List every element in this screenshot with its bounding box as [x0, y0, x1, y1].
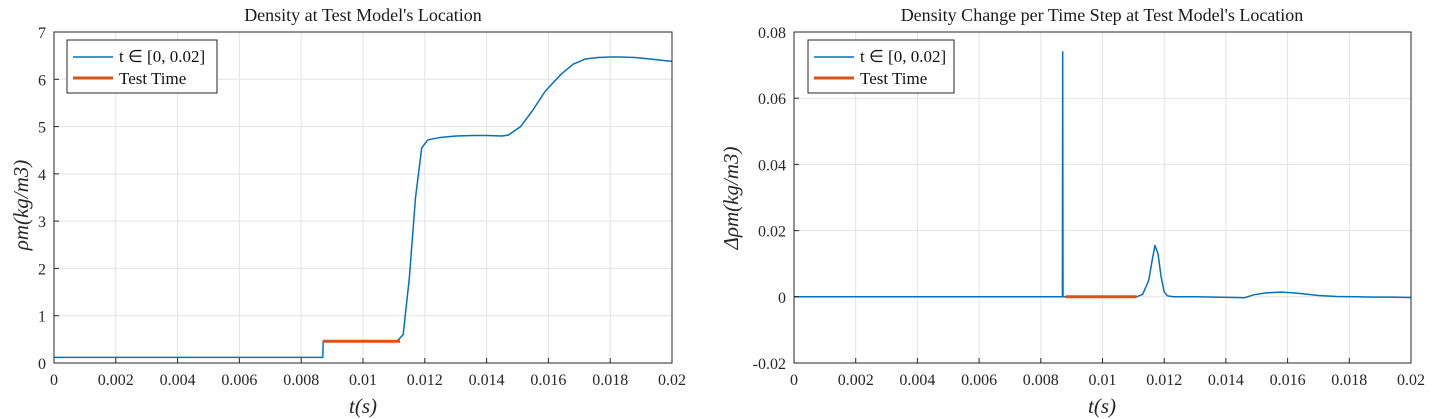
x-tick-label: 0.012 — [407, 372, 443, 389]
y-tick-label: 0.06 — [758, 91, 786, 108]
y-tick-label: 0.04 — [758, 157, 786, 174]
x-tick-label: 0 — [790, 372, 798, 389]
x-tick-label: 0.016 — [530, 372, 566, 389]
x-tick-label: 0.002 — [98, 372, 134, 389]
series-line-time-range — [54, 56, 673, 359]
x-tick-label: 0.018 — [1331, 372, 1367, 389]
y-tick-label: 3 — [38, 214, 46, 231]
y-axis-label: ρm(kg/m3) — [9, 160, 33, 252]
legend-label-series2: Test Time — [860, 69, 927, 88]
y-tick-label: 0 — [778, 290, 786, 307]
x-tick-label: 0.006 — [221, 372, 257, 389]
x-tick-label: 0.012 — [1146, 372, 1182, 389]
x-axis-label: t(s) — [349, 394, 377, 418]
x-tick-label: 0.002 — [838, 372, 874, 389]
x-tick-label: 0.014 — [469, 372, 505, 389]
x-tick-label: 0.016 — [1270, 372, 1306, 389]
x-tick-label: 0.008 — [1023, 372, 1059, 389]
density-chart: Density at Test Model's Location 0 0.002 0… — [9, 5, 686, 418]
x-tick-label: 0.014 — [1208, 372, 1244, 389]
y-tick-label: 0.08 — [758, 25, 786, 42]
legend-label-series2: Test Time — [119, 69, 186, 88]
density-change-chart: Density Change per Time Step at Test Mod… — [719, 5, 1425, 418]
y-tick-label: -0.02 — [753, 356, 786, 373]
y-tick-label: 6 — [38, 72, 46, 89]
y-tick-label: 7 — [38, 25, 46, 42]
x-tick-label: 0.004 — [899, 372, 935, 389]
y-tick-label: 0 — [38, 356, 46, 373]
y-tick-label: 0.02 — [758, 224, 786, 241]
legend: t ∈ [0, 0.02] Test Time — [66, 39, 218, 94]
series-line-time-range — [794, 51, 1412, 299]
x-tick-label: 0.008 — [283, 372, 319, 389]
x-tick-label: 0.006 — [961, 372, 997, 389]
legend-label-series1: t ∈ [0, 0.02] — [860, 47, 946, 66]
x-tick-label: 0 — [50, 372, 58, 389]
legend-label-series1: t ∈ [0, 0.02] — [119, 47, 205, 66]
x-tick-label: 0.004 — [160, 372, 196, 389]
legend-box — [807, 39, 955, 94]
y-axis-label: Δρm(kg/m3) — [719, 147, 743, 251]
x-tick-label: 0.02 — [1397, 372, 1425, 389]
y-tick-label: 1 — [38, 309, 46, 326]
y-tick-label: 5 — [38, 120, 46, 137]
legend-box — [66, 39, 218, 94]
y-tick-label: 4 — [38, 167, 46, 184]
chart-title: Density at Test Model's Location — [244, 5, 482, 25]
x-axis-label: t(s) — [1088, 394, 1116, 418]
chart-title: Density Change per Time Step at Test Mod… — [901, 5, 1304, 25]
legend: t ∈ [0, 0.02] Test Time — [807, 39, 955, 94]
x-tick-label: 0.02 — [658, 372, 686, 389]
y-tick-label: 2 — [38, 261, 46, 278]
x-tick-label: 0.01 — [1089, 372, 1117, 389]
x-tick-label: 0.01 — [349, 372, 377, 389]
x-tick-label: 0.018 — [592, 372, 628, 389]
